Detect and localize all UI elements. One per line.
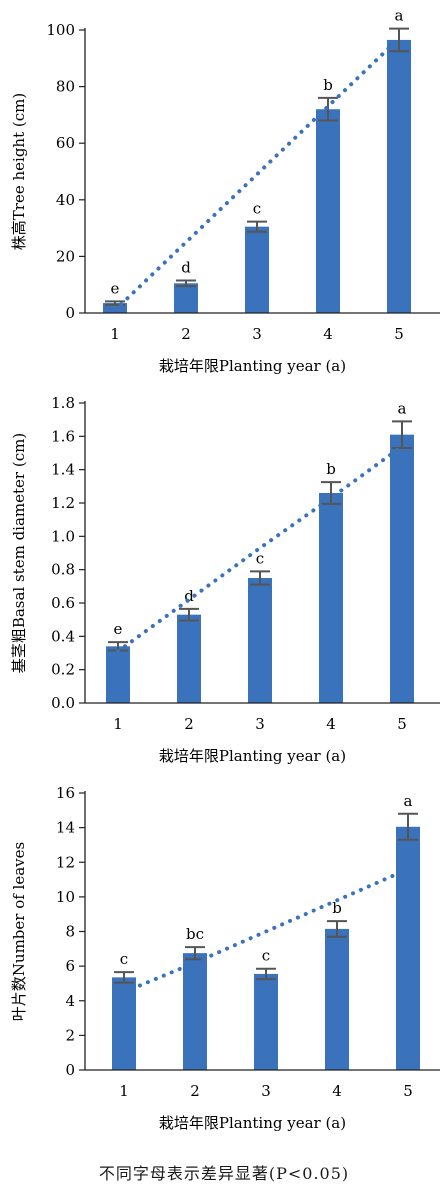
significance-letter: d bbox=[181, 258, 191, 276]
y-tick-label: 60 bbox=[56, 134, 75, 152]
significance-letter: b bbox=[332, 899, 342, 917]
x-tick-label: 5 bbox=[403, 1082, 413, 1100]
significance-letter: c bbox=[253, 200, 261, 218]
y-tick-label: 6 bbox=[65, 957, 75, 975]
bar bbox=[174, 283, 198, 313]
significance-footnote: 不同字母表示差异显著(P<0.05) bbox=[98, 1164, 350, 1183]
y-tick-label: 1.2 bbox=[51, 494, 75, 512]
y-tick-label: 0.8 bbox=[51, 561, 75, 579]
trend-line bbox=[116, 444, 404, 654]
y-tick-label: 8 bbox=[65, 923, 75, 941]
significance-letter: a bbox=[404, 792, 413, 810]
y-tick-label: 16 bbox=[56, 784, 75, 802]
y-tick-label: 100 bbox=[46, 21, 75, 39]
bar bbox=[319, 493, 343, 703]
y-tick-label: 1.6 bbox=[51, 427, 75, 445]
significance-letter: c bbox=[120, 950, 128, 968]
bar bbox=[396, 826, 420, 1070]
y-tick-label: 0.2 bbox=[51, 661, 75, 679]
bar bbox=[106, 646, 130, 703]
significance-letter: d bbox=[184, 587, 194, 605]
significance-letter: c bbox=[262, 947, 270, 965]
significance-letter: e bbox=[111, 279, 120, 297]
x-tick-label: 2 bbox=[190, 1082, 200, 1100]
y-tick-label: 12 bbox=[56, 853, 75, 871]
trend-line bbox=[113, 36, 401, 313]
significance-letter: c bbox=[256, 549, 264, 567]
y-tick-label: 0.0 bbox=[51, 694, 75, 712]
y-tick-label: 14 bbox=[56, 819, 75, 837]
x-tick-label: 4 bbox=[332, 1082, 342, 1100]
y-tick-label: 1.0 bbox=[51, 527, 75, 545]
x-tick-label: 4 bbox=[326, 715, 336, 733]
y-tick-label: 0 bbox=[65, 1061, 75, 1079]
x-axis-title: 栽培年限Planting year (a) bbox=[159, 1114, 346, 1132]
significance-letter: b bbox=[323, 76, 333, 94]
x-tick-label: 2 bbox=[181, 325, 191, 343]
x-tick-label: 2 bbox=[184, 715, 194, 733]
bar bbox=[245, 226, 269, 313]
significance-letter: a bbox=[398, 399, 407, 417]
x-tick-label: 4 bbox=[323, 325, 333, 343]
x-tick-label: 1 bbox=[119, 1082, 129, 1100]
bar bbox=[316, 109, 340, 314]
bar bbox=[325, 928, 349, 1070]
bar bbox=[177, 614, 201, 703]
bar bbox=[390, 434, 414, 703]
x-tick-label: 1 bbox=[110, 325, 120, 343]
x-axis-title: 栽培年限Planting year (a) bbox=[159, 357, 346, 375]
y-tick-label: 20 bbox=[56, 247, 75, 265]
significance-letter: b bbox=[326, 460, 336, 478]
y-tick-label: 2 bbox=[65, 1026, 75, 1044]
x-tick-label: 3 bbox=[255, 715, 265, 733]
y-tick-label: 0.4 bbox=[51, 627, 75, 645]
y-tick-label: 1.8 bbox=[51, 394, 75, 412]
x-tick-label: 1 bbox=[113, 715, 123, 733]
bar bbox=[387, 39, 411, 313]
y-tick-label: 80 bbox=[56, 78, 75, 96]
y-tick-label: 10 bbox=[56, 888, 75, 906]
bar bbox=[254, 973, 278, 1070]
y-tick-label: 40 bbox=[56, 191, 75, 209]
y-tick-label: 0.6 bbox=[51, 594, 75, 612]
trend-line bbox=[122, 867, 410, 995]
y-tick-label: 4 bbox=[65, 992, 75, 1010]
basal-stem-diameter-chart: 0.0 0.2 0.4 0.6 0.8 1.0 1.2 1.4 1.6 1.8 e 1 d 2 c 3 b 4 a 5… bbox=[10, 394, 440, 765]
y-axis-title: 株高Tree height (cm) bbox=[10, 93, 28, 250]
y-axis-title: 基茎粗Basal stem diameter (cm) bbox=[10, 433, 28, 673]
y-tick-label: 0 bbox=[65, 304, 75, 322]
y-axis-title: 叶片数Number of leaves bbox=[10, 842, 28, 1021]
significance-letter: e bbox=[114, 620, 123, 638]
significance-letter: a bbox=[395, 7, 404, 25]
significance-letter: bc bbox=[186, 925, 204, 943]
tree-height-chart: 0 20 40 60 80 100 e 1 d 2 c 3 b 4 a 5 栽培年限Planting year … bbox=[10, 7, 440, 375]
bar bbox=[103, 303, 127, 313]
y-tick-label: 1.4 bbox=[51, 461, 75, 479]
x-tick-label: 3 bbox=[261, 1082, 271, 1100]
bar bbox=[248, 578, 272, 703]
x-tick-label: 3 bbox=[252, 325, 262, 343]
x-axis-title: 栽培年限Planting year (a) bbox=[159, 747, 346, 765]
x-tick-label: 5 bbox=[397, 715, 407, 733]
number-of-leaves-chart: 0 2 4 6 8 10 12 14 16 c 1 bc 2 c 3 b 4 a 5 栽培年限Planting yea… bbox=[10, 784, 440, 1132]
bar bbox=[183, 953, 207, 1070]
x-tick-label: 5 bbox=[394, 325, 404, 343]
